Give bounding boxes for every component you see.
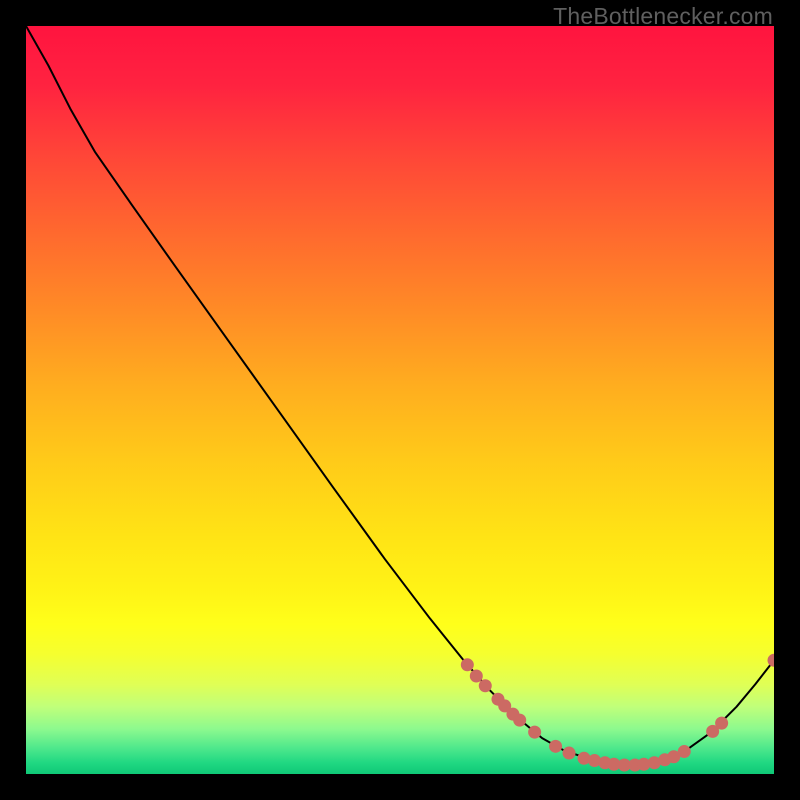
data-marker [528, 726, 541, 739]
data-marker [513, 714, 526, 727]
data-marker [479, 679, 492, 692]
data-marker [461, 658, 474, 671]
plot-area [26, 26, 774, 774]
data-marker [715, 717, 728, 730]
watermark-text: TheBottlenecker.com [553, 3, 773, 30]
data-marker [678, 745, 691, 758]
data-marker [549, 740, 562, 753]
data-marker [563, 747, 576, 760]
gradient-background [26, 26, 774, 774]
plot-svg [26, 26, 774, 774]
data-marker [470, 670, 483, 683]
